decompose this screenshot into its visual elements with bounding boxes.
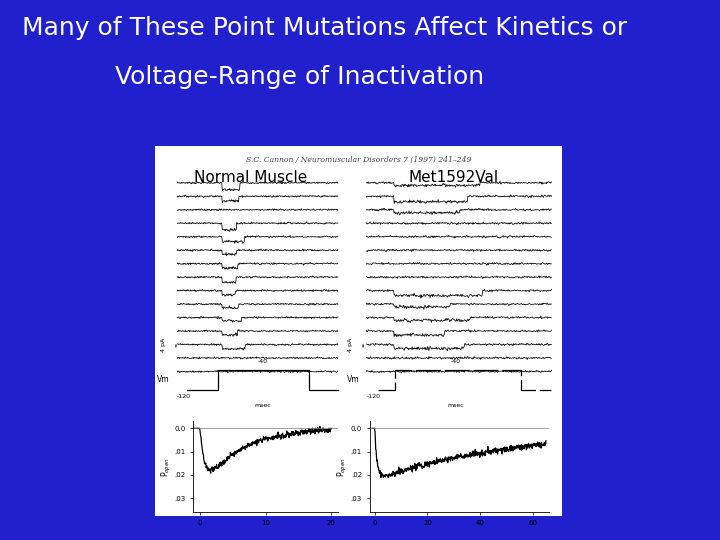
Text: -40: -40 [451,359,461,364]
Text: msec: msec [254,403,271,408]
Text: 4 pA: 4 pA [161,338,166,352]
Text: Many of These Point Mutations Affect Kinetics or: Many of These Point Mutations Affect Kin… [22,16,627,40]
Y-axis label: P$_{open}$: P$_{open}$ [160,457,174,476]
Text: Voltage-Range of Inactivation: Voltage-Range of Inactivation [115,65,485,89]
Text: -40: -40 [258,359,268,364]
Text: msec: msec [447,403,464,408]
Text: -120: -120 [177,394,192,400]
Text: 4 pA: 4 pA [348,338,353,352]
Text: Met1592Val: Met1592Val [409,170,499,185]
Text: Normal Muscle: Normal Muscle [194,170,307,185]
Text: Vm: Vm [157,375,169,384]
Text: Vm: Vm [347,375,359,384]
Text: -120: -120 [366,394,380,400]
Text: S.C. Cannon / Neuromuscular Disorders 7 (1997) 241–249: S.C. Cannon / Neuromuscular Disorders 7 … [246,156,471,164]
Y-axis label: P$_{open}$: P$_{open}$ [336,457,349,476]
